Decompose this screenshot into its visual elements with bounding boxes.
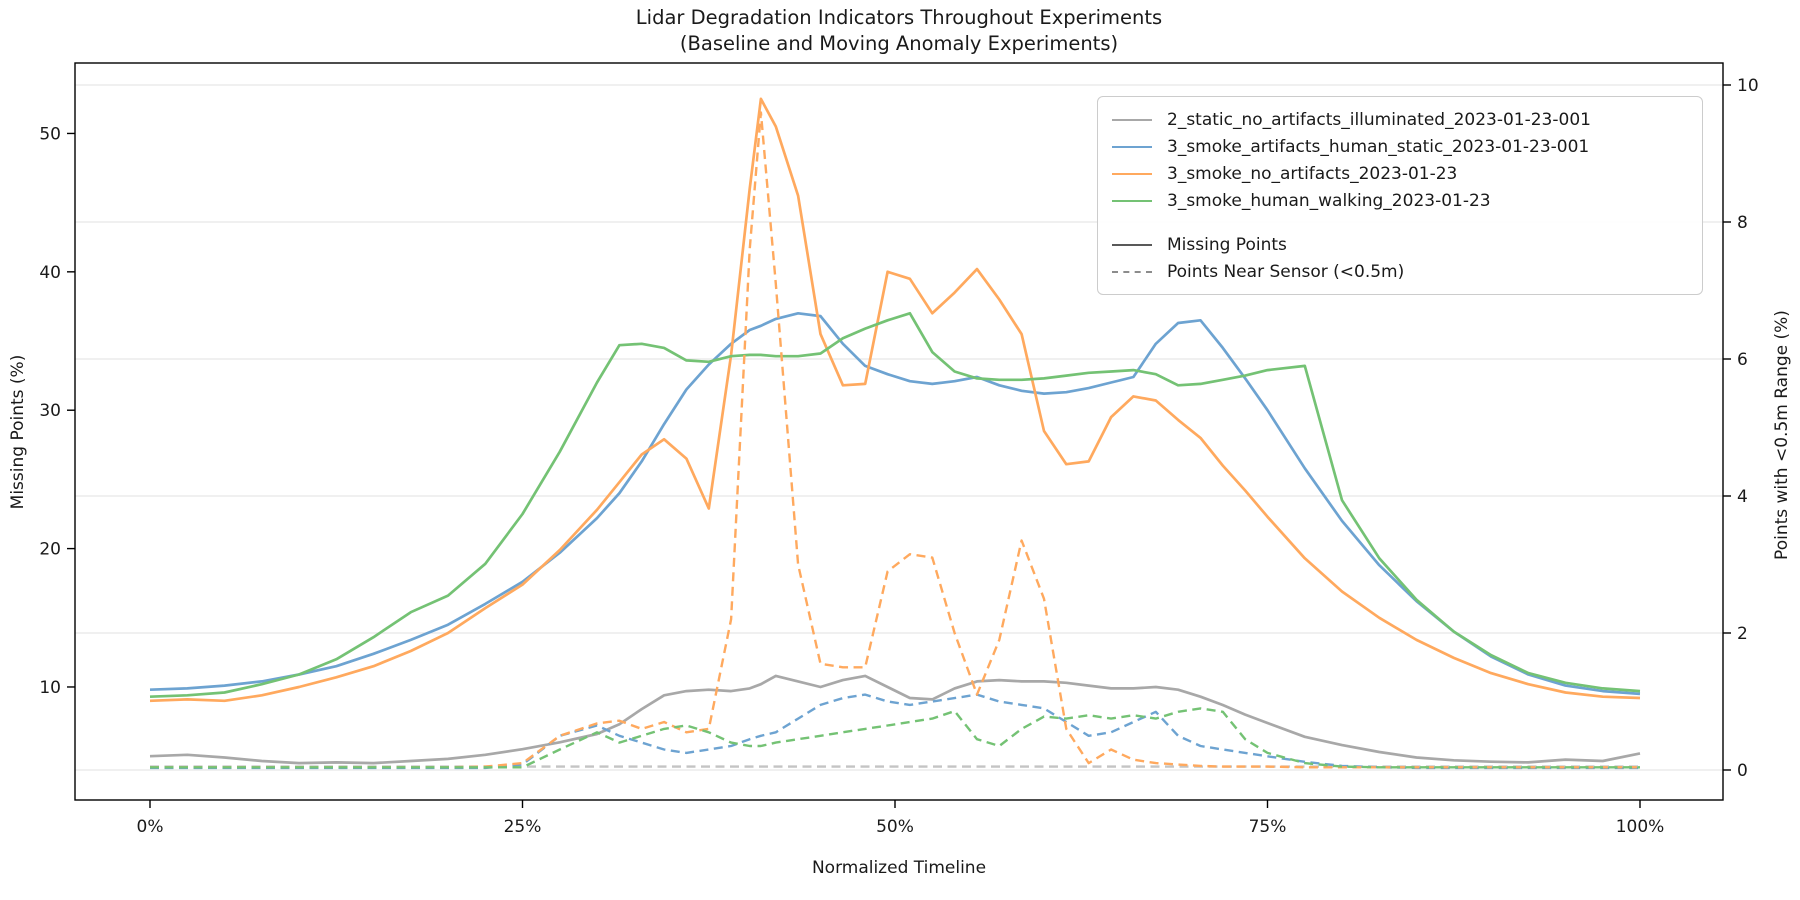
legend-item-experiment: 3_smoke_artifacts_human_static_2023-01-2… — [1112, 133, 1688, 160]
svg-text:2: 2 — [1737, 624, 1748, 644]
legend-label: Points Near Sensor (<0.5m) — [1167, 261, 1405, 282]
svg-text:25%: 25% — [504, 817, 542, 837]
legend-line-swatch — [1112, 172, 1152, 175]
legend-line-swatch — [1112, 118, 1152, 121]
chart-subtitle: (Baseline and Moving Anomaly Experiments… — [679, 32, 1119, 55]
svg-text:75%: 75% — [1249, 817, 1287, 837]
y-axis-label-right: Points with <0.5m Range (%) — [1772, 310, 1792, 560]
legend-item-experiment: 3_smoke_human_walking_2023-01-23 — [1112, 187, 1688, 214]
legend-spacer — [1112, 214, 1688, 231]
svg-text:20: 20 — [39, 540, 61, 560]
y-axis-label-left: Missing Points (%) — [8, 354, 28, 510]
legend-line-swatch — [1112, 145, 1152, 148]
legend-item-style: Points Near Sensor (<0.5m) — [1112, 258, 1688, 285]
svg-text:10: 10 — [39, 678, 61, 698]
legend-line-swatch — [1112, 243, 1152, 246]
legend-item-style: Missing Points — [1112, 231, 1688, 258]
legend-item-experiment: 3_smoke_no_artifacts_2023-01-23 — [1112, 160, 1688, 187]
svg-text:8: 8 — [1737, 213, 1748, 233]
legend-line-swatch — [1112, 270, 1152, 273]
legend: 2_static_no_artifacts_illuminated_2023-0… — [1097, 96, 1703, 295]
svg-text:30: 30 — [39, 401, 61, 421]
chart-title: Lidar Degradation Indicators Throughout … — [635, 6, 1163, 29]
svg-text:0%: 0% — [137, 817, 164, 837]
svg-text:0: 0 — [1737, 761, 1748, 781]
legend-label: 2_static_no_artifacts_illuminated_2023-0… — [1167, 109, 1591, 130]
svg-text:100%: 100% — [1616, 817, 1665, 837]
svg-text:50%: 50% — [876, 817, 914, 837]
svg-text:40: 40 — [39, 263, 61, 283]
svg-text:6: 6 — [1737, 350, 1748, 370]
legend-label: 3_smoke_no_artifacts_2023-01-23 — [1167, 163, 1458, 184]
legend-label: 3_smoke_human_walking_2023-01-23 — [1167, 190, 1491, 211]
svg-text:4: 4 — [1737, 487, 1748, 507]
legend-label: Missing Points — [1167, 234, 1287, 255]
legend-label: 3_smoke_artifacts_human_static_2023-01-2… — [1167, 136, 1590, 157]
svg-text:50: 50 — [39, 124, 61, 144]
legend-line-swatch — [1112, 199, 1152, 202]
legend-item-experiment: 2_static_no_artifacts_illuminated_2023-0… — [1112, 106, 1688, 133]
svg-text:10: 10 — [1737, 76, 1759, 96]
x-axis-label: Normalized Timeline — [811, 858, 987, 878]
